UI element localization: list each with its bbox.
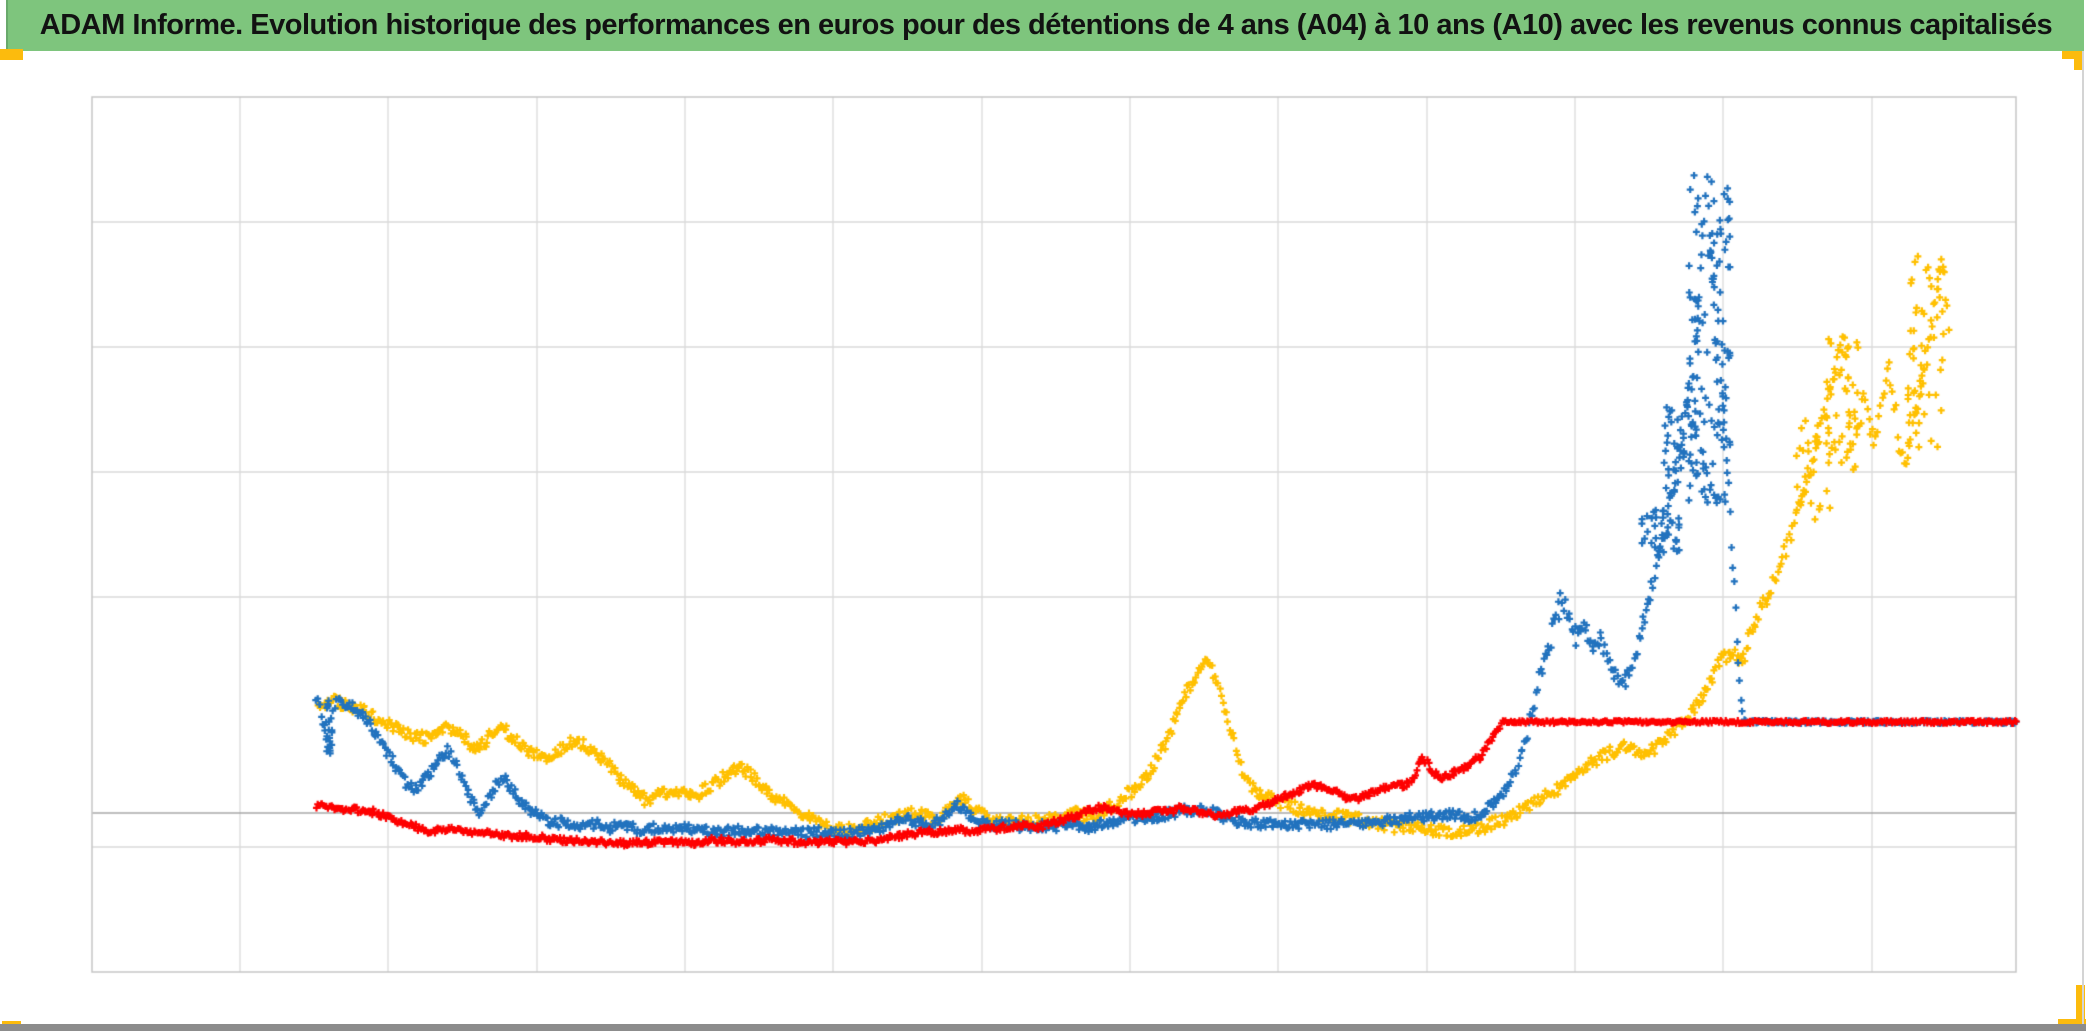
- accent-top-right-vertical: [2074, 51, 2082, 70]
- accent-top-right-horizontal: [2062, 51, 2082, 59]
- bottom-gray-bar: [0, 1024, 2086, 1031]
- page-right-edge-line: [2082, 51, 2084, 1031]
- accent-bottom-right-vertical: [2076, 985, 2085, 1031]
- accent-top-left: [0, 49, 23, 60]
